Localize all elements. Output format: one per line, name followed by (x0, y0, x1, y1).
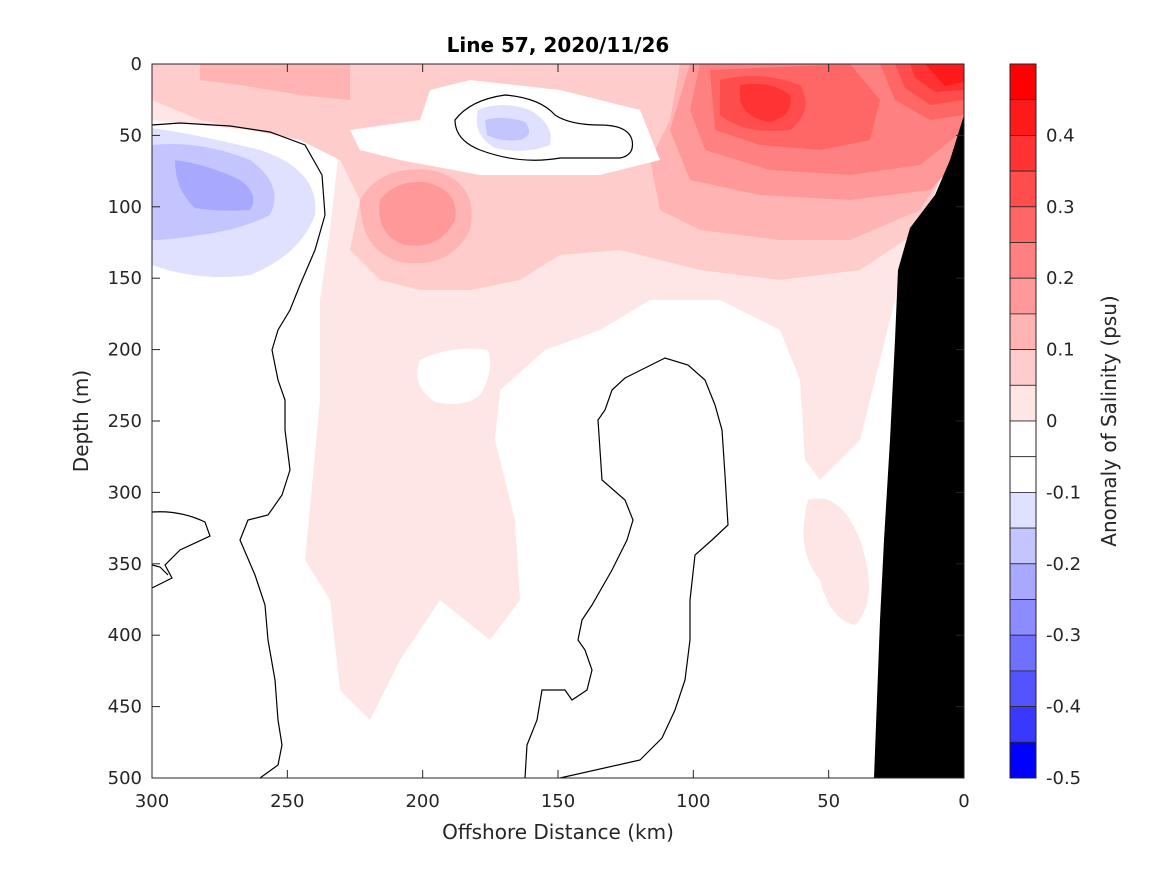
seafloor (874, 115, 964, 778)
y-tick-label: 150 (108, 268, 142, 289)
x-tick-label: 300 (135, 791, 169, 812)
colorbar-level (1009, 313, 1037, 350)
colorbar-tick-label: 0.4 (1046, 125, 1075, 146)
y-tick-label: 100 (108, 197, 142, 218)
colorbar-level (1009, 349, 1037, 386)
chart-title: Line 57, 2020/11/26 (447, 33, 670, 57)
colorbar-level (1009, 99, 1037, 136)
y-axis-label: Depth (m) (69, 370, 93, 472)
colorbar-level (1009, 599, 1037, 636)
colorbar-level (1009, 491, 1037, 529)
y-tick-label: 250 (108, 411, 142, 432)
x-tick-label: 0 (958, 791, 969, 812)
contour-region-zero-gap-mid (417, 348, 491, 404)
y-axis: 0 50 100 150 200 250 300 350 400 450 500 (108, 54, 964, 789)
colorbar-level (1009, 634, 1037, 672)
contour-region-neg02-west (175, 160, 254, 211)
y-tick-label: 350 (108, 554, 142, 575)
colorbar-frame (1009, 63, 1037, 779)
colorbar-level (1009, 456, 1037, 493)
y-tick-label: 50 (119, 125, 142, 146)
colorbar-label: Anomaly of Salinity (psu) (1097, 295, 1121, 546)
colorbar-tick-label: 0 (1046, 411, 1057, 432)
colorbar-tick-label: 0.1 (1046, 340, 1075, 361)
contour-region-pos04 (740, 83, 791, 122)
x-axis-label: Offshore Distance (km) (442, 820, 674, 844)
colorbar-level (1009, 563, 1037, 600)
contour-region-pos045 (925, 64, 964, 86)
colorbar-level (1009, 206, 1037, 243)
colorbar-level (1009, 63, 1037, 101)
x-tick-label: 250 (270, 791, 304, 812)
x-tick-label: 50 (817, 791, 840, 812)
colorbar-tick-label: -0.5 (1046, 768, 1081, 789)
contour-fills (152, 64, 964, 720)
y-tick-label: 450 (108, 697, 142, 718)
y-tick-label: 300 (108, 482, 142, 503)
contour-region-pos02-west (379, 181, 456, 246)
zero-contour-lines (152, 94, 729, 778)
x-axis: 300 250 200 150 100 50 0 (135, 64, 970, 812)
y-tick-label: 400 (108, 625, 142, 646)
colorbar-level (1009, 170, 1037, 208)
colorbar-tick-label: -0.1 (1046, 482, 1081, 503)
y-tick-label: 200 (108, 340, 142, 361)
colorbar-tick-label: -0.3 (1046, 625, 1081, 646)
x-tick-label: 100 (676, 791, 710, 812)
colorbar-level (1009, 277, 1037, 315)
x-tick-label: 150 (541, 791, 575, 812)
colorbar-level (1009, 741, 1037, 779)
colorbar: 0.4 0.3 0.2 0.1 0 -0.1 -0.2 -0.3 -0.4 -0.5 (1009, 63, 1081, 789)
colorbar-level (1009, 527, 1037, 565)
contour-region-neg015-north (485, 117, 529, 141)
zero-contour-southwest-inner (152, 564, 169, 576)
colorbar-level (1009, 384, 1037, 422)
colorbar-tick-label: 0.2 (1046, 268, 1075, 289)
colorbar-level (1009, 670, 1037, 708)
colorbar-tick-label: -0.4 (1046, 697, 1081, 718)
contour-region-pos015-top (200, 64, 350, 100)
colorbar-tick-label: -0.2 (1046, 554, 1081, 575)
colorbar-level (1009, 706, 1037, 743)
colorbar-level (1009, 242, 1037, 279)
colorbar-level (1009, 134, 1037, 172)
contour-region-pos005-island (803, 498, 869, 625)
y-tick-label: 0 (131, 54, 142, 75)
zero-contour-northern-loop (454, 94, 634, 161)
zero-contour-central-loop (524, 357, 729, 778)
colorbar-tick-label: 0.3 (1046, 197, 1075, 218)
zero-contour-west (152, 122, 326, 778)
y-tick-label: 500 (108, 768, 142, 789)
x-tick-label: 200 (405, 791, 439, 812)
colorbar-level (1009, 420, 1037, 458)
zero-contour-southwest (152, 511, 211, 589)
